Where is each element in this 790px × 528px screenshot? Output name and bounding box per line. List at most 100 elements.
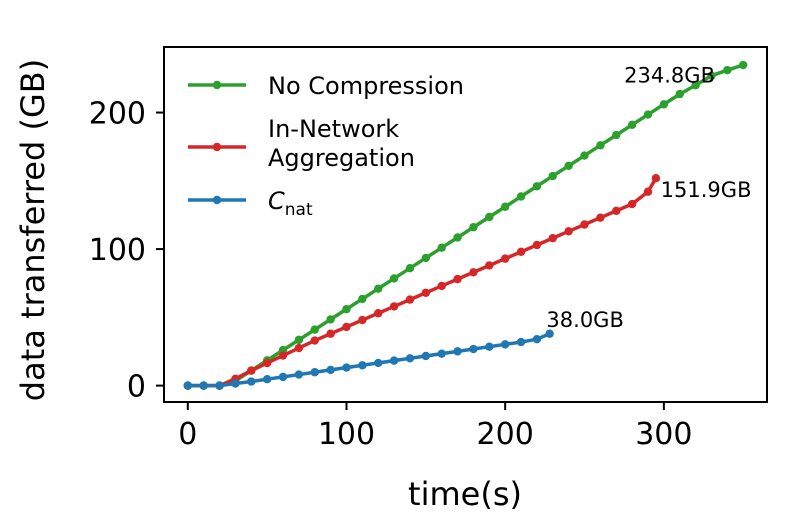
data-point [437, 281, 446, 291]
data-point [215, 381, 224, 390]
data-point [627, 199, 637, 209]
data-point [326, 315, 335, 324]
data-point [342, 304, 351, 314]
data-point [738, 60, 748, 70]
data-point [326, 365, 335, 375]
legend-item-2: Cnat [188, 187, 313, 220]
data-point [389, 356, 399, 365]
data-point [405, 263, 415, 273]
data-point [437, 243, 446, 252]
data-point [374, 309, 383, 318]
data-point [469, 223, 478, 232]
value-annotation: 38.0GB [546, 308, 623, 332]
data-point [627, 120, 637, 130]
data-point [199, 381, 208, 390]
data-point [564, 227, 573, 236]
data-point [612, 206, 621, 216]
data-point [516, 192, 526, 201]
data-point [405, 295, 415, 304]
data-point [675, 89, 684, 99]
data-point [453, 274, 462, 284]
legend-label: Cnat [268, 187, 313, 220]
data-point [310, 325, 319, 334]
data-point [545, 329, 554, 338]
legend-label: In-Network [268, 115, 399, 143]
x-tick-label: 300 [635, 417, 692, 452]
legend-label: Aggregation [268, 144, 415, 172]
data-point [342, 363, 351, 372]
data-point [358, 361, 367, 370]
data-point [723, 66, 732, 75]
x-tick-label: 200 [477, 417, 534, 452]
data-point [294, 343, 304, 353]
x-axis-label: time(s) [408, 475, 522, 513]
data-point [262, 374, 272, 384]
data-point [453, 233, 462, 242]
data-point [659, 100, 669, 109]
data-point [580, 151, 589, 160]
data-point [580, 220, 589, 229]
data-point [294, 335, 304, 345]
legend-item-0: No Compression [188, 72, 464, 100]
data-point [548, 233, 557, 243]
data-point [651, 174, 661, 183]
axis-ticks: 0 100 200 300 0 100 200 [89, 97, 693, 452]
data-point [342, 322, 351, 332]
y-tick-label: 100 [89, 233, 146, 268]
legend-label: No Compression [268, 72, 464, 100]
data-point [707, 71, 716, 80]
y-tick-label: 200 [89, 97, 146, 132]
y-axis-label: data transferred (GB) [14, 59, 52, 401]
legend-label-subscript: nat [285, 200, 313, 220]
data-point [389, 302, 399, 311]
value-annotation: 151.9GB [661, 178, 752, 202]
data-point [500, 254, 510, 263]
data-point [374, 358, 383, 368]
data-point [421, 253, 431, 263]
legend-marker [212, 142, 222, 152]
data-point [516, 247, 526, 257]
data-point [485, 212, 494, 222]
data-point [532, 240, 542, 250]
data-point [516, 337, 526, 347]
data-point [278, 351, 288, 360]
data-point [183, 381, 193, 390]
data-point [358, 294, 367, 304]
data-point [548, 171, 557, 181]
data-point [596, 213, 605, 222]
data-point [532, 334, 542, 344]
x-tick-label: 100 [318, 417, 375, 452]
legend-marker [212, 80, 222, 90]
data-point [469, 268, 478, 277]
data-point [485, 261, 494, 270]
data-point [294, 370, 304, 379]
data-point [453, 347, 462, 356]
data-point [596, 141, 605, 150]
data-point [247, 366, 256, 375]
annotations: 234.8GB 151.9GB 38.0GB [546, 64, 751, 332]
data-point [532, 182, 542, 191]
series-1 [183, 174, 661, 390]
data-point [389, 274, 399, 283]
data-point [612, 130, 621, 140]
data-point [310, 368, 319, 377]
data-point [247, 377, 256, 386]
data-point [310, 336, 319, 345]
data-point [643, 187, 653, 196]
data-point [358, 315, 367, 325]
data-point [326, 329, 335, 338]
data-point [231, 379, 240, 388]
data-point [405, 354, 415, 363]
data-point [421, 351, 431, 361]
data-point [374, 284, 383, 293]
data-point [262, 358, 272, 368]
series-2 [183, 329, 554, 390]
data-point [421, 288, 431, 297]
data-point [691, 81, 700, 90]
data-point [485, 342, 494, 351]
data-point [564, 161, 573, 170]
